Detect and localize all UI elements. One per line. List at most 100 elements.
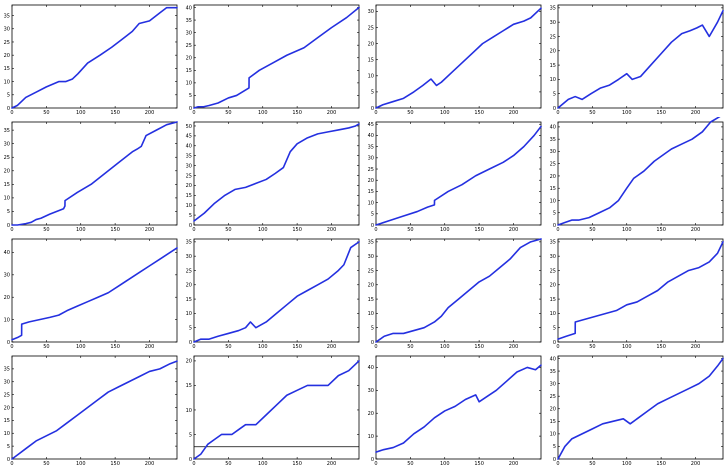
series-line	[11, 6, 178, 109]
x-tick-label: 150	[292, 110, 302, 116]
y-tick-label: 15	[550, 297, 556, 303]
chart-svg: 0 50 100 150 200 0 5 10 15 20 25 30 35	[550, 238, 724, 350]
x-tick-label: 100	[76, 461, 86, 467]
y-tick-label: 30	[4, 380, 10, 386]
series-line	[375, 238, 542, 343]
x-tick-label: 0	[556, 227, 559, 233]
y-tick-label: 15	[186, 297, 192, 303]
y-tick-label: 0	[553, 223, 556, 229]
x-tick-label: 200	[509, 110, 519, 116]
x-tick-label: 0	[10, 344, 13, 350]
x-tick-label: 0	[10, 227, 13, 233]
y-tick-label: 15	[550, 63, 556, 69]
plot-frame	[193, 121, 360, 226]
x-tick-label: 150	[474, 461, 484, 467]
chart-panel-16: 0 50 100 150 200 0 5 10 15 20 25 30 35 40	[546, 351, 728, 468]
y-tick-label: 15	[550, 186, 556, 192]
x-tick-label: 150	[656, 110, 666, 116]
y-tick-label: 10	[4, 431, 10, 437]
chart-svg: 0 50 100 150 200 0 5 10 15 20 25 30 35	[4, 355, 178, 467]
chart-svg: 0 50 100 150 200 0 5 10 15 20 25 30 35 40 45	[368, 121, 542, 233]
chart-svg: 0 50 100 150 200 0 5 10 15 20 25 30 35	[550, 4, 724, 116]
plot-frame	[375, 121, 542, 226]
plot-frame	[557, 4, 724, 109]
series-line	[11, 247, 178, 341]
y-tick-label: 25	[550, 161, 556, 167]
y-tick-label: 5	[189, 432, 192, 438]
series-line	[193, 6, 360, 109]
y-tick-label: 25	[186, 173, 192, 179]
plot-frame	[375, 238, 542, 343]
y-tick-label: 5	[7, 444, 10, 450]
y-tick-label: 40	[186, 5, 192, 11]
y-tick-label: 15	[4, 418, 10, 424]
chart-svg: 0 50 100 150 200 0 5 10 15 20 25 30 35 40	[550, 117, 724, 233]
plot-frame	[193, 4, 360, 109]
chart-svg: 0 50 100 150 200 0 5 10 15 20 25 30 35	[4, 4, 178, 116]
y-tick-label: 20	[186, 359, 192, 365]
chart-panel-8: 0 50 100 150 200 0 5 10 15 20 25 30 35 40	[546, 117, 728, 234]
series-line	[193, 360, 360, 460]
chart-svg: 0 50 100 150 200 0 5 10 15 20 25 30 35	[4, 121, 178, 233]
y-tick-label: 25	[4, 155, 10, 161]
y-tick-label: 10	[186, 81, 192, 87]
y-tick-label: 5	[189, 213, 192, 219]
x-tick-label: 100	[622, 344, 632, 350]
x-tick-label: 200	[509, 461, 519, 467]
chart-svg: 0 50 100 150 200 0 5 10 15 20 25 30 35	[186, 238, 360, 350]
y-tick-label: 20	[4, 169, 10, 175]
series-line	[375, 125, 542, 226]
chart-panel-15: 0 50 100 150 200 0 10 20 30 40	[364, 351, 546, 468]
y-tick-label: 5	[371, 212, 374, 218]
y-tick-label: 50	[186, 124, 192, 130]
series-line	[557, 117, 721, 226]
chart-panel-11: 0 50 100 150 200 0 5 10 15 20 25 30 35	[364, 234, 546, 351]
x-tick-label: 100	[622, 110, 632, 116]
y-tick-label: 25	[4, 392, 10, 398]
plot-frame	[11, 4, 178, 109]
y-tick-label: 0	[7, 340, 10, 346]
series-line	[11, 360, 178, 460]
x-tick-label: 0	[556, 461, 559, 467]
y-tick-label: 15	[186, 193, 192, 199]
x-tick-label: 150	[474, 344, 484, 350]
plot-frame	[557, 238, 724, 343]
chart-panel-9: 0 50 100 150 200 0 10 20 30 40	[0, 234, 182, 351]
plot-frame	[11, 238, 178, 343]
y-tick-label: 10	[368, 311, 374, 317]
y-tick-label: 40	[550, 356, 556, 362]
plot-frame	[11, 121, 178, 226]
x-tick-label: 150	[110, 461, 120, 467]
x-tick-label: 150	[292, 227, 302, 233]
y-tick-label: 10	[550, 77, 556, 83]
chart-svg: 0 50 100 150 200 0 5 10 15 20 25 30 35 40 45 50	[186, 121, 360, 233]
series-line	[193, 123, 360, 222]
x-tick-label: 50	[43, 344, 49, 350]
x-tick-label: 0	[192, 110, 195, 116]
y-tick-label: 0	[553, 457, 556, 463]
y-tick-label: 35	[550, 240, 556, 246]
y-tick-label: 35	[368, 240, 374, 246]
x-tick-label: 200	[327, 227, 337, 233]
plot-frame	[557, 121, 724, 226]
y-tick-label: 30	[368, 9, 374, 15]
chart-panel-14: 0 50 100 150 200 0 5 10 15 20	[182, 351, 364, 468]
y-tick-label: 0	[189, 340, 192, 346]
y-tick-label: 35	[550, 6, 556, 12]
x-tick-label: 50	[589, 110, 595, 116]
chart-svg: 0 50 100 150 200 0 10 20 30 40	[368, 355, 542, 467]
y-tick-label: 30	[550, 381, 556, 387]
y-tick-label: 15	[186, 383, 192, 389]
y-tick-label: 10	[368, 434, 374, 440]
x-tick-label: 0	[374, 227, 377, 233]
x-tick-label: 50	[407, 344, 413, 350]
y-tick-label: 0	[371, 106, 374, 112]
y-tick-label: 0	[553, 106, 556, 112]
y-tick-label: 15	[368, 297, 374, 303]
series-line	[375, 364, 542, 453]
plot-frame	[375, 4, 542, 109]
plot-frame	[193, 238, 360, 343]
y-tick-label: 30	[186, 30, 192, 36]
y-tick-label: 25	[186, 43, 192, 49]
x-tick-label: 50	[407, 110, 413, 116]
